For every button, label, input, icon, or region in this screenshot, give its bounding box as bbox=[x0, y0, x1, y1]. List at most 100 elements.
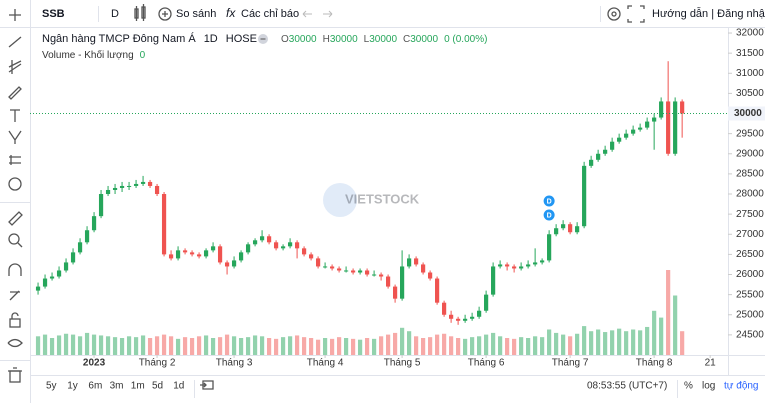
range-button[interactable]: 1m bbox=[131, 381, 145, 392]
volume-bar bbox=[98, 335, 104, 355]
volume-bar bbox=[547, 329, 552, 355]
candle-body bbox=[280, 246, 286, 249]
volume-bar bbox=[505, 338, 510, 355]
account-link[interactable]: Hướng dẫn | Đăng nhập bbox=[652, 7, 765, 20]
volume-bar bbox=[631, 329, 636, 355]
volume-bar bbox=[63, 333, 69, 355]
candle-body bbox=[147, 181, 153, 186]
volume-bar bbox=[519, 337, 524, 355]
candle-body bbox=[463, 318, 468, 321]
range-button[interactable]: 5d bbox=[152, 381, 163, 392]
fullscreen-button[interactable] bbox=[627, 5, 645, 23]
candle-body bbox=[56, 270, 62, 277]
y-tick-label: 31500 bbox=[736, 48, 764, 59]
candle-body bbox=[301, 248, 307, 255]
candle-body bbox=[182, 250, 188, 253]
volume-bar bbox=[371, 338, 377, 355]
candle-body bbox=[589, 159, 594, 166]
candle-body bbox=[407, 258, 412, 267]
chart-type-button[interactable] bbox=[134, 4, 146, 21]
symbol[interactable]: SSB bbox=[42, 8, 65, 20]
candle-body bbox=[140, 181, 146, 184]
volume-bar bbox=[154, 336, 160, 355]
range-button[interactable]: 1d bbox=[173, 381, 184, 392]
volume-bar bbox=[596, 329, 601, 355]
indicators-icon: fx bbox=[226, 6, 236, 20]
settings-button[interactable] bbox=[607, 7, 621, 21]
candle-body bbox=[673, 101, 678, 154]
candle-body bbox=[582, 165, 587, 227]
ohlc-value: 30000 bbox=[289, 34, 317, 45]
candle-body bbox=[84, 230, 90, 243]
volume-bar bbox=[217, 337, 223, 355]
volume-bar bbox=[666, 270, 671, 355]
candle-body bbox=[603, 149, 608, 154]
candle-body bbox=[547, 234, 552, 261]
auto-button[interactable]: tự động bbox=[724, 381, 759, 392]
indicators-button[interactable]: Các chỉ báo bbox=[241, 8, 299, 20]
volume-bar bbox=[414, 336, 419, 355]
candle-body bbox=[364, 270, 370, 275]
candle-body bbox=[659, 101, 664, 118]
x-tick-label: Tháng 4 bbox=[307, 358, 344, 369]
range-button[interactable]: 3m bbox=[110, 381, 124, 392]
volume-bar bbox=[617, 328, 622, 355]
range-button[interactable]: 6m bbox=[88, 381, 102, 392]
compare-button[interactable]: So sánh bbox=[176, 8, 216, 20]
volume-bar bbox=[350, 338, 356, 355]
drawing-tools[interactable] bbox=[7, 9, 23, 383]
candle-body bbox=[294, 242, 300, 249]
volume-bar bbox=[491, 332, 496, 355]
x-tick-label: 2023 bbox=[83, 358, 106, 369]
goto-date-button[interactable] bbox=[200, 380, 214, 390]
candle-body bbox=[575, 226, 580, 233]
volume-bar bbox=[477, 336, 482, 355]
candle-body bbox=[386, 276, 391, 287]
range-button[interactable]: 1y bbox=[67, 381, 78, 392]
ohlc-value: 30000 bbox=[330, 34, 358, 45]
candle-body bbox=[70, 252, 76, 263]
y-tick-label: 24500 bbox=[736, 330, 764, 341]
event-label: D bbox=[547, 212, 552, 219]
volume-bar bbox=[561, 334, 566, 355]
candle-body bbox=[273, 242, 279, 249]
percent-button[interactable]: % bbox=[684, 381, 693, 392]
event-marker[interactable] bbox=[543, 209, 555, 221]
volume-bar bbox=[238, 338, 244, 355]
candle-body bbox=[322, 266, 328, 268]
candle-body bbox=[196, 254, 202, 257]
volume-bar bbox=[245, 337, 251, 355]
volume-bar bbox=[42, 334, 48, 355]
volume-bar bbox=[196, 336, 202, 355]
candle-body bbox=[554, 228, 559, 235]
candle-body bbox=[617, 137, 622, 142]
candle-body bbox=[252, 240, 258, 245]
range-button[interactable]: 5y bbox=[46, 381, 57, 392]
interval-button[interactable]: D bbox=[111, 8, 119, 20]
candle-body bbox=[652, 117, 657, 122]
candle-body bbox=[350, 270, 356, 273]
candle-body bbox=[414, 258, 419, 265]
volume-bar bbox=[603, 332, 608, 355]
candle-body bbox=[645, 121, 650, 128]
candle-body bbox=[259, 236, 265, 241]
volume-bar bbox=[364, 338, 370, 355]
candle-body bbox=[477, 310, 482, 317]
volume-bar bbox=[540, 337, 545, 355]
volume-bar bbox=[400, 327, 405, 355]
candle-body bbox=[105, 189, 111, 195]
compare-icon[interactable] bbox=[158, 7, 172, 21]
undo-redo[interactable] bbox=[302, 10, 333, 18]
candle-body bbox=[456, 318, 461, 321]
candle-body bbox=[119, 185, 125, 188]
candle-body bbox=[379, 274, 384, 277]
volume-bar bbox=[336, 337, 342, 355]
event-marker[interactable] bbox=[543, 195, 555, 207]
legend-name: Ngân hàng TMCP Đông Nam Á bbox=[42, 32, 196, 45]
volume-bar bbox=[329, 338, 335, 355]
volume-bar bbox=[126, 336, 132, 355]
log-button[interactable]: log bbox=[702, 381, 715, 392]
volume-bar bbox=[322, 338, 328, 355]
volume-bar bbox=[119, 338, 125, 355]
